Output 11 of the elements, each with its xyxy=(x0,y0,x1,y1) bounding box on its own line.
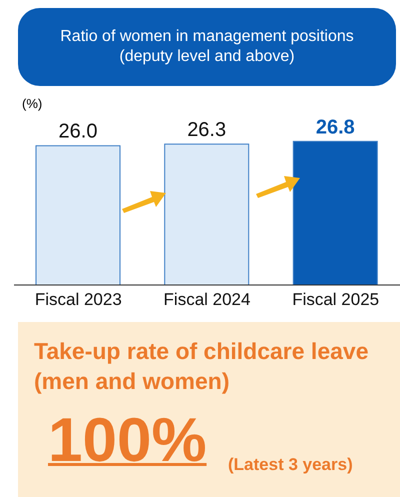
text: 100% xyxy=(48,406,207,475)
text: (Latest 3 years) xyxy=(228,455,353,475)
text: Take-up rate of childcare leave (men and women) xyxy=(34,337,370,396)
x-tick-label: Fiscal 2023 xyxy=(34,290,122,310)
y-axis-title: (%) xyxy=(22,96,42,111)
data-label: 26.8 xyxy=(316,116,355,138)
data-label: 26.0 xyxy=(58,120,98,143)
data-label: 26.3 xyxy=(187,119,226,142)
chart-title: Ratio of women in management positions (deputy level and above) xyxy=(18,8,396,86)
x-tick-label: Fiscal 2024 xyxy=(164,290,250,310)
x-tick-label: Fiscal 2025 xyxy=(292,290,380,310)
